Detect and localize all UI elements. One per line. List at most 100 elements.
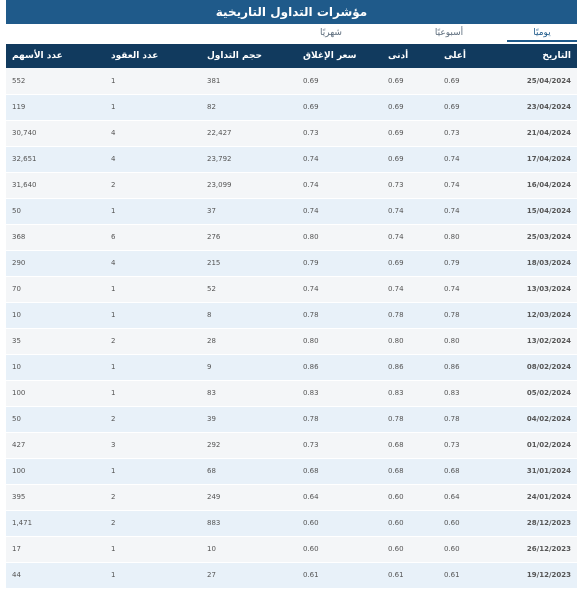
- cell-volume: 292: [201, 432, 297, 459]
- cell-shares: 119: [6, 94, 105, 121]
- table-row: 08/02/2024 0.86 0.86 0.86 9 1 10: [6, 354, 577, 381]
- cell-volume: 10: [201, 536, 297, 563]
- cell-low: 0.61: [382, 562, 438, 589]
- tab-daily[interactable]: يوميًا: [507, 26, 577, 42]
- table-row: 19/12/2023 0.61 0.61 0.61 27 1 44: [6, 562, 577, 589]
- cell-trades: 4: [105, 250, 201, 277]
- table-row: 01/02/2024 0.73 0.68 0.73 292 3 427: [6, 432, 577, 459]
- history-table: التاريخ أعلى أدنى سعر الإغلاق حجم التداو…: [6, 44, 577, 589]
- cell-low: 0.80: [382, 328, 438, 355]
- cell-volume: 68: [201, 458, 297, 485]
- cell-close: 0.69: [297, 68, 382, 95]
- cell-high: 0.78: [438, 302, 494, 329]
- cell-date: 15/04/2024: [494, 198, 577, 225]
- table-row: 24/01/2024 0.64 0.60 0.64 249 2 395: [6, 484, 577, 511]
- cell-shares: 552: [6, 68, 105, 95]
- cell-volume: 27: [201, 562, 297, 589]
- cell-trades: 1: [105, 562, 201, 589]
- cell-date: 13/02/2024: [494, 328, 577, 355]
- cell-high: 0.79: [438, 250, 494, 277]
- cell-close: 0.73: [297, 432, 382, 459]
- cell-date: 23/04/2024: [494, 94, 577, 121]
- cell-low: 0.68: [382, 432, 438, 459]
- cell-shares: 427: [6, 432, 105, 459]
- header-shares[interactable]: عدد الأسهم: [6, 44, 105, 68]
- cell-low: 0.74: [382, 276, 438, 303]
- cell-trades: 2: [105, 510, 201, 537]
- cell-high: 0.80: [438, 328, 494, 355]
- table-body: 25/04/2024 0.69 0.69 0.69 381 1 552 23/04/2024 0…: [6, 68, 577, 589]
- cell-volume: 37: [201, 198, 297, 225]
- cell-low: 0.78: [382, 406, 438, 433]
- cell-volume: 381: [201, 68, 297, 95]
- table-row: 23/04/2024 0.69 0.69 0.69 82 1 119: [6, 94, 577, 121]
- cell-date: 08/02/2024: [494, 354, 577, 381]
- cell-trades: 1: [105, 198, 201, 225]
- tab-weekly[interactable]: أسبوعيًا: [434, 28, 464, 38]
- table-row: 31/01/2024 0.68 0.68 0.68 68 1 100: [6, 458, 577, 485]
- cell-low: 0.69: [382, 146, 438, 173]
- cell-volume: 39: [201, 406, 297, 433]
- cell-trades: 1: [105, 94, 201, 121]
- cell-close: 0.68: [297, 458, 382, 485]
- tab-monthly[interactable]: شهريًا: [320, 28, 342, 38]
- cell-high: 0.73: [438, 120, 494, 147]
- table-row: 17/04/2024 0.74 0.69 0.74 23,792 4 32,651: [6, 146, 577, 173]
- cell-high: 0.69: [438, 68, 494, 95]
- cell-trades: 4: [105, 120, 201, 147]
- cell-shares: 31,640: [6, 172, 105, 199]
- cell-close: 0.74: [297, 198, 382, 225]
- table-row: 28/12/2023 0.60 0.60 0.60 883 2 1,471: [6, 510, 577, 537]
- cell-low: 0.74: [382, 224, 438, 251]
- cell-low: 0.74: [382, 198, 438, 225]
- cell-shares: 1,471: [6, 510, 105, 537]
- cell-high: 0.69: [438, 94, 494, 121]
- cell-low: 0.69: [382, 120, 438, 147]
- cell-shares: 100: [6, 380, 105, 407]
- cell-date: 19/12/2023: [494, 562, 577, 589]
- header-trades[interactable]: عدد العقود: [105, 44, 201, 68]
- cell-close: 0.61: [297, 562, 382, 589]
- cell-close: 0.80: [297, 224, 382, 251]
- cell-date: 26/12/2023: [494, 536, 577, 563]
- cell-high: 0.83: [438, 380, 494, 407]
- header-close[interactable]: سعر الإغلاق: [297, 44, 382, 68]
- table-row: 04/02/2024 0.78 0.78 0.78 39 2 50: [6, 406, 577, 433]
- cell-trades: 1: [105, 276, 201, 303]
- cell-volume: 28: [201, 328, 297, 355]
- cell-volume: 82: [201, 94, 297, 121]
- cell-low: 0.60: [382, 484, 438, 511]
- header-volume[interactable]: حجم التداول: [201, 44, 297, 68]
- cell-low: 0.69: [382, 94, 438, 121]
- cell-high: 0.74: [438, 146, 494, 173]
- table-row: 25/03/2024 0.80 0.74 0.80 276 6 368: [6, 224, 577, 251]
- cell-volume: 23,099: [201, 172, 297, 199]
- table-row: 15/04/2024 0.74 0.74 0.74 37 1 50: [6, 198, 577, 225]
- cell-high: 0.61: [438, 562, 494, 589]
- cell-low: 0.86: [382, 354, 438, 381]
- cell-volume: 23,792: [201, 146, 297, 173]
- cell-shares: 395: [6, 484, 105, 511]
- cell-low: 0.60: [382, 510, 438, 537]
- cell-close: 0.74: [297, 146, 382, 173]
- header-low[interactable]: أدنى: [382, 44, 438, 68]
- cell-close: 0.73: [297, 120, 382, 147]
- cell-volume: 9: [201, 354, 297, 381]
- cell-low: 0.60: [382, 536, 438, 563]
- cell-volume: 8: [201, 302, 297, 329]
- historical-trading-panel: مؤشرات التداول التاريخية يوميًا أسبوعيًا…: [6, 0, 577, 589]
- table-header-row: التاريخ أعلى أدنى سعر الإغلاق حجم التداو…: [6, 44, 577, 68]
- cell-volume: 52: [201, 276, 297, 303]
- cell-low: 0.78: [382, 302, 438, 329]
- period-tabs: يوميًا أسبوعيًا شهريًا: [6, 24, 577, 42]
- cell-close: 0.74: [297, 276, 382, 303]
- header-date[interactable]: التاريخ: [494, 44, 577, 68]
- cell-date: 13/03/2024: [494, 276, 577, 303]
- table-row: 13/02/2024 0.80 0.80 0.80 28 2 35: [6, 328, 577, 355]
- cell-high: 0.74: [438, 172, 494, 199]
- cell-trades: 1: [105, 302, 201, 329]
- panel-title: مؤشرات التداول التاريخية: [6, 0, 577, 24]
- table-row: 25/04/2024 0.69 0.69 0.69 381 1 552: [6, 68, 577, 95]
- cell-date: 01/02/2024: [494, 432, 577, 459]
- header-high[interactable]: أعلى: [438, 44, 494, 68]
